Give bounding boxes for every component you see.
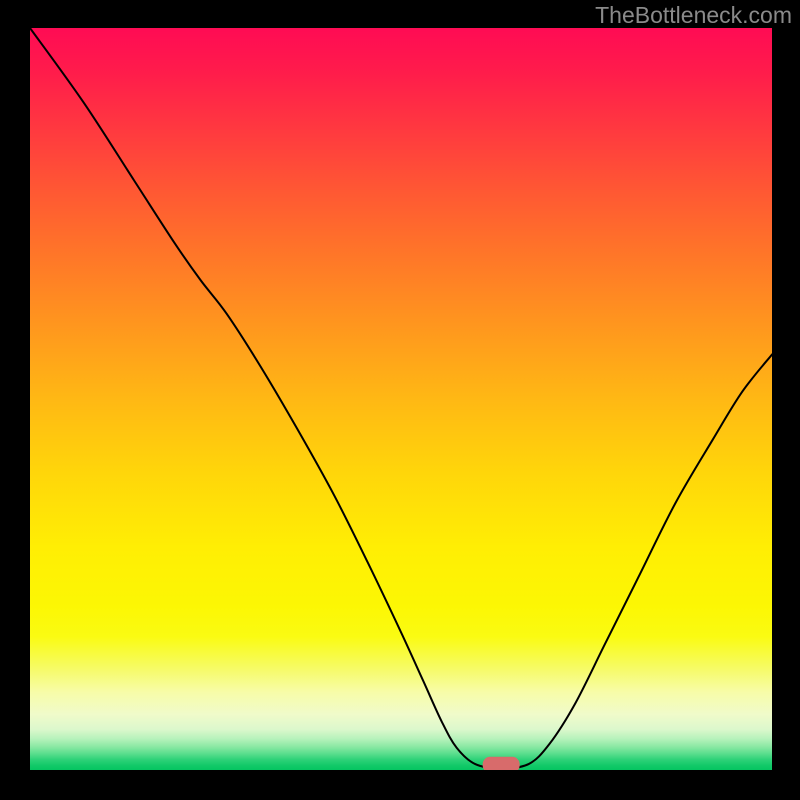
chart-root: TheBottleneck.com bbox=[0, 0, 800, 800]
optimum-marker bbox=[483, 757, 519, 770]
watermark-label: TheBottleneck.com bbox=[595, 2, 792, 29]
gradient-background bbox=[30, 28, 772, 770]
bottleneck-curve-chart bbox=[30, 28, 772, 770]
